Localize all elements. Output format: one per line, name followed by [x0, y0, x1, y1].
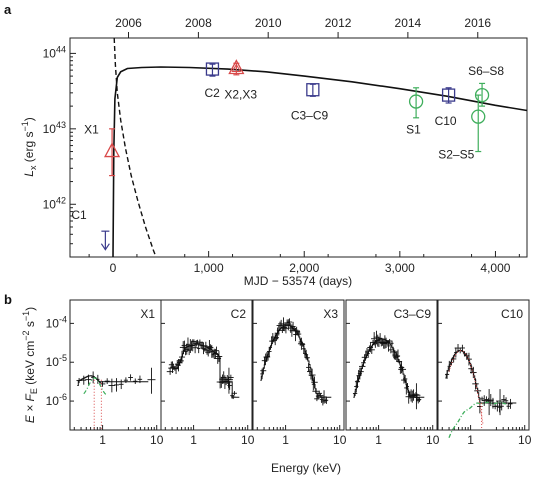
point-label: C3–C9 — [291, 109, 329, 123]
energy-tick-label: 1 — [375, 433, 382, 447]
energy-tick-label: 1 — [190, 433, 197, 447]
energy-tick-label: 10 — [150, 433, 164, 447]
point-c3-c9: C3–C9 — [291, 83, 329, 123]
point-c1: C1 — [71, 208, 110, 251]
y-tick-label: 1043 — [43, 120, 66, 136]
x-tick-label: 4,000 — [480, 261, 510, 275]
spectrum-label: X3 — [323, 307, 338, 321]
square-marker — [306, 83, 320, 97]
flux-tick-label: 10-5 — [46, 353, 67, 369]
model-curve-dashed — [113, 37, 157, 258]
triangle-marker — [103, 142, 121, 158]
spectrum-label: X1 — [140, 307, 155, 321]
x-tick-label: 2,000 — [289, 261, 319, 275]
spectrum-panel-c2: C2 1 10 — [160, 299, 255, 447]
model-spectrum — [77, 375, 149, 386]
energy-tick-label: 10 — [333, 433, 347, 447]
triangle-marker-inner — [231, 63, 242, 73]
upper-limit-arrow — [100, 243, 110, 251]
point-label: S2–S5 — [438, 148, 474, 162]
spectrum-panel-x3: X3 1 10 — [252, 299, 347, 447]
x-axis-label: MJD − 53574 (days) — [244, 274, 352, 288]
y-tick-label: 1042 — [43, 195, 66, 211]
flux-axis-label: E × FE (keV cm−2 s−1) — [21, 307, 39, 423]
component-disk — [83, 377, 108, 396]
spectrum-label: C2 — [231, 307, 247, 321]
point-x1: X1 — [84, 123, 121, 177]
triangle-marker — [228, 59, 245, 75]
panel-a: 2006 2008 2010 2012 2014 2016 0 1,000 2,000 3,00… — [20, 16, 528, 288]
top-tick-label: 2014 — [395, 16, 422, 30]
top-year-axis: 2006 2008 2010 2012 2014 2016 — [115, 16, 491, 38]
circle-marker — [474, 87, 490, 103]
x-tick-label: 3,000 — [385, 261, 415, 275]
spectrum-frame — [252, 299, 345, 431]
model-curve-solid — [112, 66, 528, 258]
x-tick-label: 1,000 — [194, 261, 224, 275]
model-spectrum — [445, 350, 517, 404]
data-points: C1 X1 C2 X2,X3 C3–C9 S1 C10 S2–S5 S6–S8 — [71, 59, 504, 251]
energy-tick-label: 1 — [467, 433, 474, 447]
point-label: S1 — [406, 123, 421, 137]
spectrum-label: C3–C9 — [394, 307, 432, 321]
spectrum-frame — [437, 299, 530, 431]
energy-tick-label: 1 — [99, 433, 106, 447]
square-marker — [205, 62, 220, 76]
point-s6-s8: S6–S8 — [468, 64, 504, 107]
spectrum-panel-c3-c9: C3–C9 1 10 — [345, 299, 440, 447]
point-label: C10 — [435, 114, 457, 128]
y-axis: 1042 1043 1044 — [43, 44, 76, 245]
point-label: C2 — [204, 86, 220, 100]
x-tick-label: 0 — [110, 261, 117, 275]
point-s1: S1 — [406, 87, 424, 137]
top-tick-label: 2010 — [255, 16, 282, 30]
point-label: C1 — [71, 208, 87, 222]
y-tick-label: 1044 — [43, 44, 66, 60]
energy-tick-label: 10 — [241, 433, 255, 447]
panel-b-letter: b — [4, 292, 12, 307]
point-label: X1 — [84, 123, 99, 137]
spectrum-frame — [160, 299, 253, 431]
x-axis: 0 1,000 2,000 3,000 4,000 — [88, 251, 520, 275]
point-c10: C10 — [435, 87, 457, 128]
spectrum-frame — [345, 299, 438, 431]
panel-a-frame — [69, 37, 528, 258]
top-tick-label: 2008 — [185, 16, 212, 30]
spectrum-panel-c10: C10 1 10 — [437, 299, 532, 447]
panel-a-letter: a — [4, 2, 12, 17]
spectrum-panel-x1: X1 1 10 10-6 10-5 10-4 — [46, 299, 164, 447]
top-tick-label: 2006 — [115, 16, 142, 30]
point-x2-x3: X2,X3 — [224, 59, 257, 102]
point-c2: C2 — [204, 62, 220, 100]
energy-axis-label: Energy (keV) — [271, 461, 341, 475]
energy-tick-label: 1 — [282, 433, 289, 447]
flux-tick-label: 10-6 — [46, 392, 67, 408]
point-label: S6–S8 — [468, 64, 504, 78]
panel-b: X1 1 10 10-6 10-5 10-4 C2 1 10 X3 1 10 C3–C9 1 10 C10 1 1… — [21, 299, 532, 475]
point-label: X2,X3 — [224, 88, 257, 102]
component-disk — [448, 401, 507, 438]
circle-marker — [471, 109, 486, 124]
y-axis-label: Lx (erg s−1) — [20, 117, 38, 176]
top-tick-label: 2012 — [325, 16, 352, 30]
energy-tick-label: 10 — [518, 433, 532, 447]
spectrum-label: C10 — [501, 307, 523, 321]
top-tick-label: 2016 — [464, 16, 491, 30]
square-marker — [441, 88, 456, 102]
circle-marker — [408, 94, 424, 109]
energy-tick-label: 10 — [426, 433, 440, 447]
flux-tick-label: 10-4 — [46, 314, 67, 330]
point-s2-s5: S2–S5 — [438, 94, 486, 162]
